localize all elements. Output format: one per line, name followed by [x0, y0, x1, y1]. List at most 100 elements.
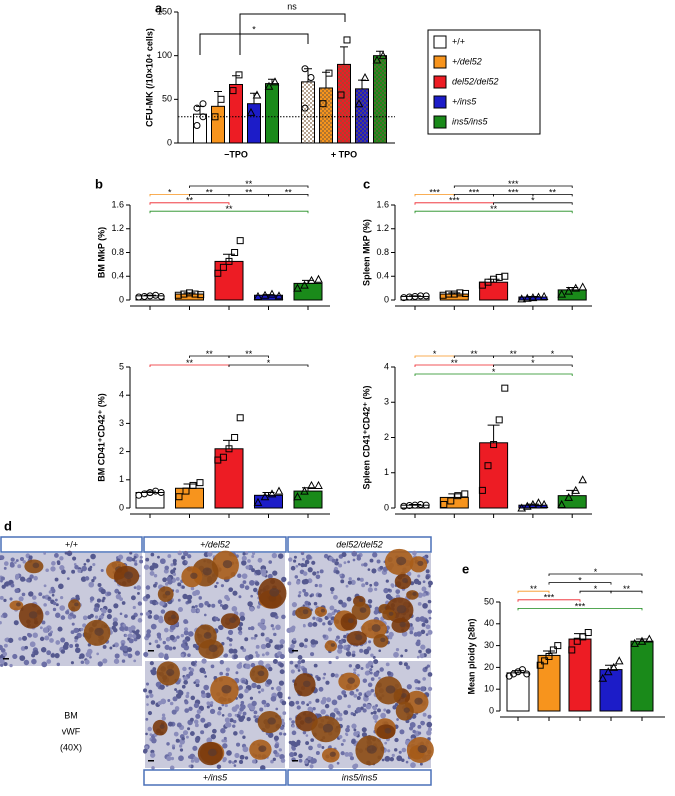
nucleus	[326, 697, 332, 703]
nucleus	[312, 571, 317, 576]
nucleus	[145, 682, 150, 686]
nucleus	[412, 729, 416, 734]
data-point	[578, 282, 588, 291]
nucleus	[289, 660, 294, 665]
nucleus	[121, 659, 126, 663]
significance-bar	[268, 194, 309, 197]
data-point	[219, 453, 227, 461]
nucleus	[198, 596, 202, 600]
nucleus	[272, 757, 276, 761]
nucleus	[338, 717, 343, 722]
data-point	[231, 249, 239, 256]
nucleus	[424, 619, 429, 624]
nucleus	[93, 606, 99, 613]
data-point	[372, 55, 382, 64]
significance-label: *	[531, 196, 535, 206]
nucleus	[404, 649, 408, 653]
nucleus	[72, 556, 77, 561]
nucleus	[241, 560, 247, 566]
mk-nucleus	[402, 578, 408, 583]
nucleus	[200, 690, 206, 695]
data-point	[214, 269, 222, 277]
nucleus	[304, 638, 309, 643]
nucleus	[146, 629, 152, 635]
nucleus	[246, 716, 251, 722]
nucleus	[74, 564, 79, 570]
data-point	[644, 634, 654, 643]
nucleus	[97, 583, 102, 588]
data-point	[354, 99, 364, 108]
nucleus	[279, 644, 284, 649]
nucleus	[367, 568, 371, 571]
nucleus	[3, 566, 7, 570]
nucleus	[352, 650, 356, 654]
bar	[211, 105, 225, 144]
nucleus	[2, 651, 8, 657]
nucleus	[41, 661, 48, 668]
data-point	[270, 77, 280, 86]
nucleus	[261, 653, 265, 657]
nucleus	[201, 658, 207, 664]
bar	[214, 448, 244, 509]
nucleus	[10, 583, 15, 588]
nucleus	[53, 601, 57, 606]
nucleus	[428, 616, 432, 620]
nucleus	[151, 737, 157, 744]
y-tick-label: 20	[484, 662, 494, 672]
nucleus	[231, 761, 235, 765]
nucleus	[194, 604, 198, 608]
nucleus	[422, 712, 427, 717]
nucleus	[188, 671, 194, 676]
data-point	[523, 670, 531, 678]
nucleus	[200, 730, 205, 735]
nucleus	[399, 729, 405, 735]
nucleus	[304, 559, 310, 565]
y-tick-label: 1.2	[376, 223, 389, 233]
nucleus	[66, 577, 70, 581]
nucleus	[190, 695, 196, 701]
data-point	[517, 294, 527, 303]
nucleus	[322, 622, 326, 626]
data-point	[267, 289, 277, 298]
nucleus	[70, 630, 75, 635]
nucleus	[185, 694, 190, 699]
nucleus	[122, 645, 129, 652]
significance-label: ***	[449, 196, 460, 206]
nucleus	[307, 602, 312, 606]
nucleus	[249, 579, 255, 586]
scale-bar	[3, 658, 9, 660]
legend-box	[427, 29, 541, 135]
nucleus	[282, 711, 287, 715]
nucleus	[73, 627, 79, 634]
nucleus	[219, 660, 224, 665]
significance-label: *	[531, 358, 535, 368]
error-bar	[487, 424, 500, 443]
nucleus	[337, 695, 343, 701]
data-point	[231, 434, 239, 441]
nucleus	[226, 750, 232, 756]
significance-bar	[532, 194, 573, 197]
nucleus	[100, 568, 104, 572]
nucleus	[299, 642, 305, 648]
mk-nucleus	[28, 611, 38, 619]
mk-nucleus	[94, 627, 104, 636]
nucleus	[386, 709, 391, 714]
nucleus	[427, 629, 433, 635]
nucleus	[253, 636, 257, 640]
nucleus	[150, 752, 156, 758]
data-point	[253, 497, 263, 506]
nucleus	[136, 629, 140, 633]
nucleus	[155, 601, 159, 605]
nucleus	[421, 622, 426, 627]
nucleus	[427, 727, 432, 732]
data-point	[545, 653, 553, 660]
nucleus	[245, 565, 250, 570]
nucleus	[270, 611, 276, 618]
nucleus	[125, 634, 128, 637]
nucleus	[159, 558, 166, 565]
nucleus	[307, 622, 313, 628]
nucleus	[85, 651, 92, 658]
nucleus	[3, 643, 8, 648]
nucleus	[362, 703, 367, 708]
